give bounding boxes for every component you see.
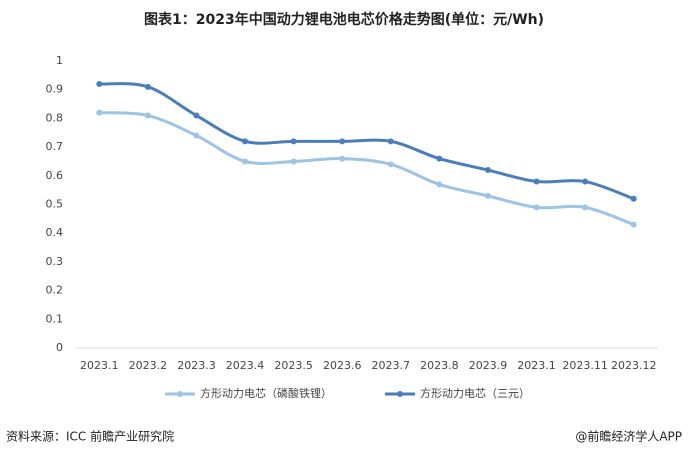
point bbox=[193, 112, 200, 119]
chart-title: 图表1：2023年中国动力锂电池电芯价格走势图(单位：元/Wh) bbox=[144, 11, 544, 28]
x-tick-label: 2023.3 bbox=[177, 359, 216, 372]
point bbox=[387, 161, 394, 168]
point bbox=[436, 181, 443, 188]
point bbox=[290, 138, 297, 145]
y-tick-label: 1 bbox=[56, 54, 63, 67]
y-tick-label: 0 bbox=[56, 341, 63, 354]
point bbox=[484, 192, 491, 199]
legend-marker bbox=[177, 391, 183, 397]
y-tick-label: 0.9 bbox=[46, 83, 64, 96]
legend-label: 方形动力电芯（磷酸铁锂） bbox=[200, 386, 332, 400]
source: 资料来源：ICC 前瞻产业研究院 bbox=[6, 429, 174, 444]
x-tick-label: 2023.7 bbox=[372, 359, 411, 372]
y-tick-label: 0.7 bbox=[46, 140, 64, 153]
point bbox=[144, 83, 151, 90]
series-line bbox=[99, 82, 635, 201]
y-tick-label: 0.6 bbox=[46, 169, 64, 182]
point bbox=[144, 112, 151, 119]
y-tick-label: 0.5 bbox=[46, 198, 64, 211]
x-tick-label: 2023.2 bbox=[129, 359, 168, 372]
credit: @前瞻经济学人APP bbox=[575, 429, 682, 444]
y-tick-label: 0.2 bbox=[46, 284, 64, 297]
x-tick-label: 2023.1 bbox=[80, 359, 119, 372]
point bbox=[96, 109, 103, 116]
x-tick-label: 2023.8 bbox=[420, 359, 459, 372]
x-tick-label: 2023.4 bbox=[226, 359, 265, 372]
point bbox=[630, 221, 637, 228]
x-tick-label: 2023.12 bbox=[611, 359, 657, 372]
point bbox=[484, 167, 491, 174]
x-tick-label: 2023.6 bbox=[323, 359, 362, 372]
point bbox=[290, 158, 297, 165]
point bbox=[582, 204, 589, 211]
point bbox=[242, 158, 249, 165]
y-tick-label: 0.3 bbox=[46, 255, 64, 268]
x-tick-label: 2023.1 bbox=[517, 359, 556, 372]
x-tick-label: 2023.9 bbox=[469, 359, 508, 372]
point bbox=[242, 138, 249, 145]
point bbox=[96, 80, 103, 87]
x-tick-label: 2023.11 bbox=[562, 359, 608, 372]
x-tick-label: 2023.5 bbox=[274, 359, 313, 372]
point bbox=[193, 132, 200, 139]
point bbox=[339, 138, 346, 145]
point bbox=[339, 155, 346, 162]
point bbox=[582, 178, 589, 185]
legend-marker bbox=[397, 391, 403, 397]
legend-label: 方形动力电芯（三元） bbox=[420, 386, 530, 400]
point bbox=[630, 195, 637, 202]
y-tick-label: 0.4 bbox=[46, 226, 64, 239]
point bbox=[533, 204, 540, 211]
point bbox=[533, 178, 540, 185]
series-line bbox=[99, 111, 635, 227]
y-tick-label: 0.1 bbox=[46, 312, 64, 325]
point bbox=[387, 138, 394, 145]
point bbox=[436, 155, 443, 162]
y-tick-label: 0.8 bbox=[46, 111, 64, 124]
